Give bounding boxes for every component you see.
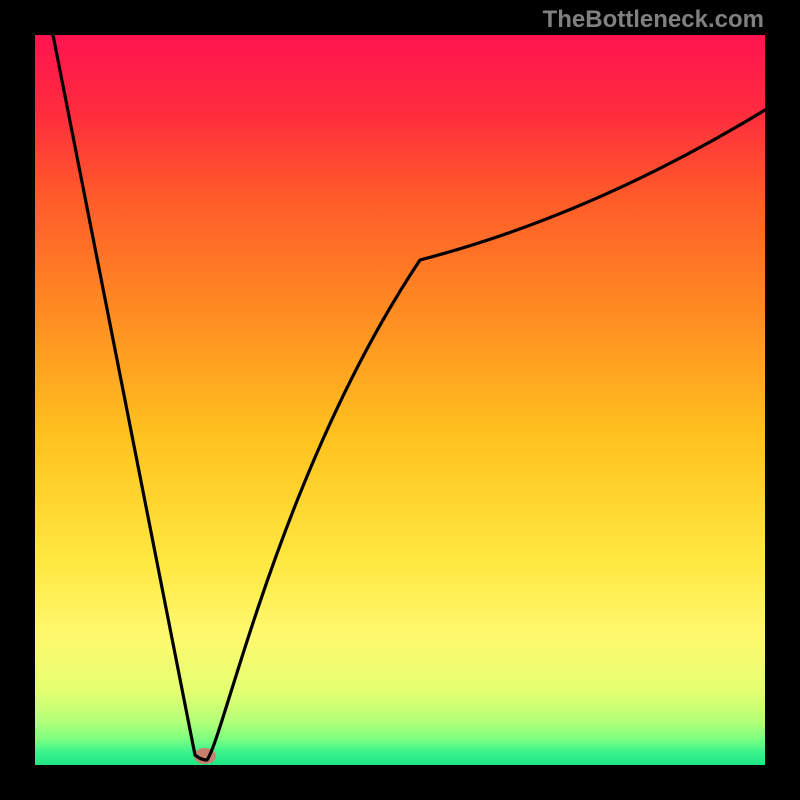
- gradient-background: [35, 35, 765, 765]
- chart-frame: TheBottleneck.com: [0, 0, 800, 800]
- watermark-text: TheBottleneck.com: [543, 6, 764, 34]
- plot-area: [35, 35, 765, 765]
